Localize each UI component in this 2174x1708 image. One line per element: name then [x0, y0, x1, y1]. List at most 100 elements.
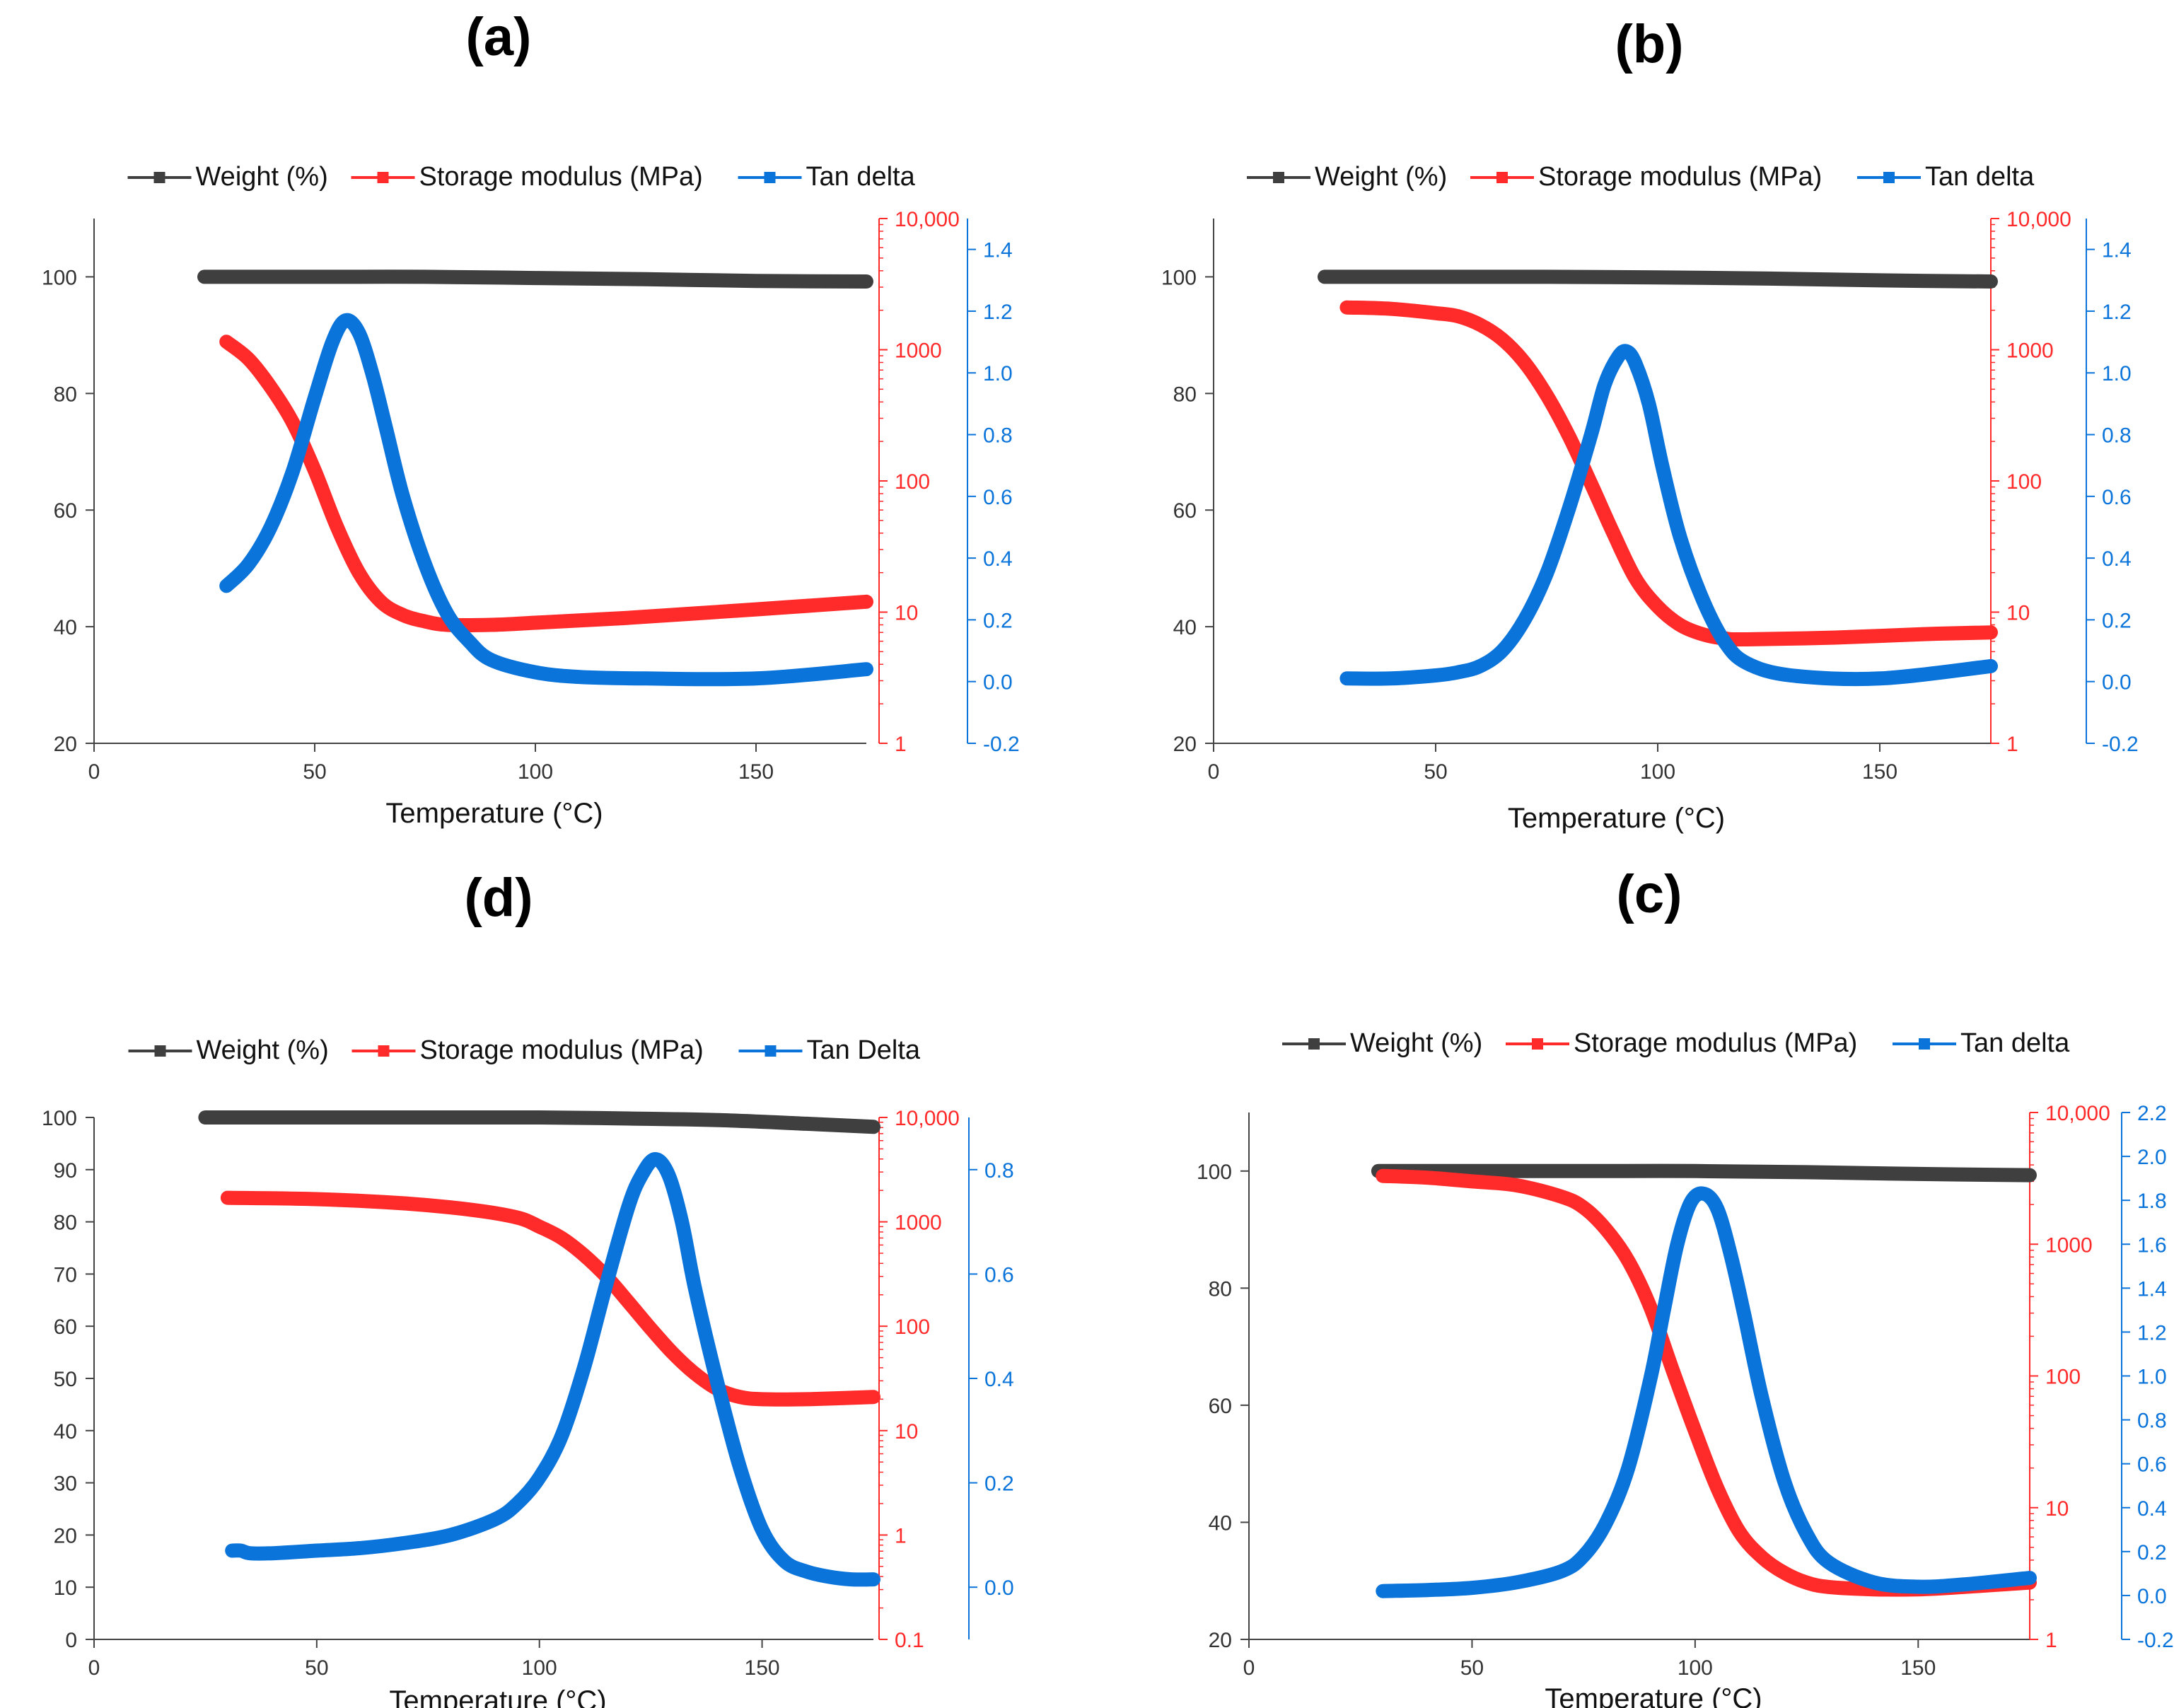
left-tick-label: 60 — [1209, 1395, 1232, 1418]
x-tick-label: 50 — [305, 1656, 328, 1680]
left-tick-label: 40 — [1209, 1511, 1232, 1535]
tan-tick-label: -0.2 — [2137, 1629, 2174, 1652]
tan-tick-label: -0.2 — [2102, 733, 2139, 756]
left-tick-label: 40 — [54, 616, 77, 639]
tan-tick-label: 0.4 — [984, 1368, 1014, 1391]
left-tick-label: 80 — [54, 1212, 77, 1235]
modulus-tick-label: 10,000 — [2006, 208, 2071, 231]
left-tick-label: 60 — [1173, 499, 1197, 523]
legend-label: Tan Delta — [807, 1035, 921, 1065]
legend: Weight (%) Storage modulus (MPa) Tan Delta — [128, 1035, 921, 1065]
x-tick-label: 50 — [303, 760, 326, 784]
tan-tick-label: -0.2 — [983, 733, 1020, 756]
left-tick-label: 60 — [54, 499, 77, 523]
tan-delta-series — [225, 1152, 880, 1587]
panel-label: (c) — [1617, 864, 1682, 924]
weight-series — [197, 269, 873, 289]
tan-tick-label: 0.4 — [2137, 1497, 2167, 1521]
tan-tick-label: 1.0 — [2102, 362, 2132, 385]
tan-tick-label: 0.2 — [2102, 609, 2132, 632]
modulus-tick-label: 1000 — [895, 339, 942, 363]
storage-modulus-series — [219, 335, 873, 632]
legend-marker — [1308, 1038, 1320, 1050]
legend-label: Weight (%) — [196, 162, 328, 192]
left-tick-label: 100 — [42, 266, 77, 289]
x-axis: 0 50 100 150 Temperature (°C) — [1208, 743, 1991, 834]
left-tick-label: 100 — [1161, 266, 1197, 289]
legend-label: Weight (%) — [1350, 1028, 1482, 1058]
tan-tick-label: 1.0 — [983, 362, 1013, 385]
x-axis: 0 50 100 150 Temperature (°C) — [1243, 1639, 2030, 1708]
left-tick-label: 80 — [1173, 383, 1197, 406]
panel-b: (b) Weight (%) Storage modulus (MPa) Tan de… — [1161, 14, 2139, 834]
x-tick-label: 150 — [1900, 1656, 1936, 1680]
x-axis-title: Temperature (°C) — [1508, 803, 1725, 834]
x-tick-label: 0 — [88, 1656, 100, 1680]
weight-series — [198, 1110, 880, 1134]
tan-tick-label: 0.0 — [2102, 671, 2132, 695]
modulus-tick-label: 10 — [895, 602, 918, 625]
left-tick-label: 50 — [54, 1368, 77, 1391]
x-tick-label: 150 — [738, 760, 774, 784]
legend-label: Tan delta — [806, 162, 916, 192]
left-tick-label: 10 — [54, 1576, 77, 1600]
tan-tick-label: 0.0 — [2137, 1585, 2167, 1608]
modulus-tick-label: 10,000 — [2045, 1102, 2110, 1125]
left-tick-label: 20 — [1173, 733, 1197, 756]
modulus-tick-label: 1 — [2045, 1629, 2057, 1652]
tan-tick-label: 1.4 — [2102, 239, 2132, 262]
modulus-tick-label: 1000 — [895, 1212, 942, 1235]
weight-series — [1318, 269, 1998, 289]
left-tick-label: 40 — [54, 1420, 77, 1443]
legend-marker — [764, 172, 776, 183]
panel-label: (b) — [1615, 14, 1683, 74]
x-tick-label: 100 — [1640, 760, 1675, 784]
modulus-tick-label: 10 — [2045, 1497, 2069, 1521]
left-tick-label: 20 — [54, 1524, 77, 1547]
legend-label: Storage modulus (MPa) — [419, 162, 703, 192]
x-axis: 0 50 100 150 Temperature (°C) — [88, 1639, 873, 1708]
legend: Weight (%) Storage modulus (MPa) Tan delta — [127, 162, 916, 192]
modulus-tick-label: 100 — [2006, 470, 2042, 494]
tan-tick-label: 1.8 — [2137, 1190, 2167, 1213]
tan-tick-label: 0.6 — [2102, 486, 2132, 509]
left-axis: 0 10 20 30 40 50 60 70 80 90 100 — [42, 1107, 95, 1652]
modulus-tick-label: 1000 — [2045, 1233, 2093, 1257]
x-axis: 0 50 100 150 Temperature (°C) — [88, 743, 866, 829]
tan-delta-series — [219, 313, 873, 687]
modulus-tick-label: 0.1 — [895, 1629, 924, 1652]
tan-tick-label: 0.4 — [983, 547, 1013, 571]
x-tick-label: 150 — [1862, 760, 1897, 784]
legend-marker — [1532, 1038, 1543, 1050]
tan-tick-label: 1.4 — [2137, 1277, 2167, 1301]
modulus-tick-label: 1000 — [2006, 339, 2054, 363]
panel-label: (a) — [466, 7, 532, 67]
legend-label: Weight (%) — [1315, 162, 1447, 192]
panel-a: (a) Weight (%) Storage modulus (MPa) Tan de… — [42, 7, 1020, 829]
tan-tick-label: 0.2 — [2137, 1541, 2167, 1564]
x-tick-label: 0 — [88, 760, 100, 784]
left-axis: 20 40 60 80 100 — [1197, 1112, 1250, 1652]
x-tick-label: 0 — [1208, 760, 1220, 784]
modulus-axis: 0.1 1 10 100 1000 10,000 — [878, 1107, 960, 1652]
tan-tick-label: 2.2 — [2137, 1102, 2167, 1125]
tan-tick-label: 1.2 — [2137, 1321, 2167, 1344]
legend-label: Tan delta — [1925, 162, 2035, 192]
x-tick-label: 100 — [518, 760, 553, 784]
tan-tick-label: 0.0 — [983, 671, 1013, 695]
modulus-axis: 1 10 100 1000 10,000 — [1990, 208, 2071, 756]
legend-marker — [377, 172, 389, 183]
legend-marker — [153, 172, 165, 183]
x-axis-title: Temperature (°C) — [385, 798, 603, 829]
legend: Weight (%) Storage modulus (MPa) Tan delta — [1247, 162, 2035, 192]
modulus-axis: 1 10 100 1000 10,000 — [878, 208, 960, 756]
left-tick-label: 40 — [1173, 616, 1197, 639]
x-tick-label: 0 — [1243, 1656, 1255, 1680]
tan-delta-series — [1376, 1186, 2037, 1598]
tan-delta-axis: -0.2 0.0 0.2 0.4 0.6 0.8 1.0 1.2 1.4 1.6 1.8 2.0 2.2 — [2121, 1102, 2174, 1652]
tan-tick-label: 1.0 — [2137, 1366, 2167, 1389]
legend-label: Weight (%) — [197, 1035, 329, 1065]
left-tick-label: 80 — [54, 383, 77, 406]
left-tick-label: 30 — [54, 1472, 77, 1496]
